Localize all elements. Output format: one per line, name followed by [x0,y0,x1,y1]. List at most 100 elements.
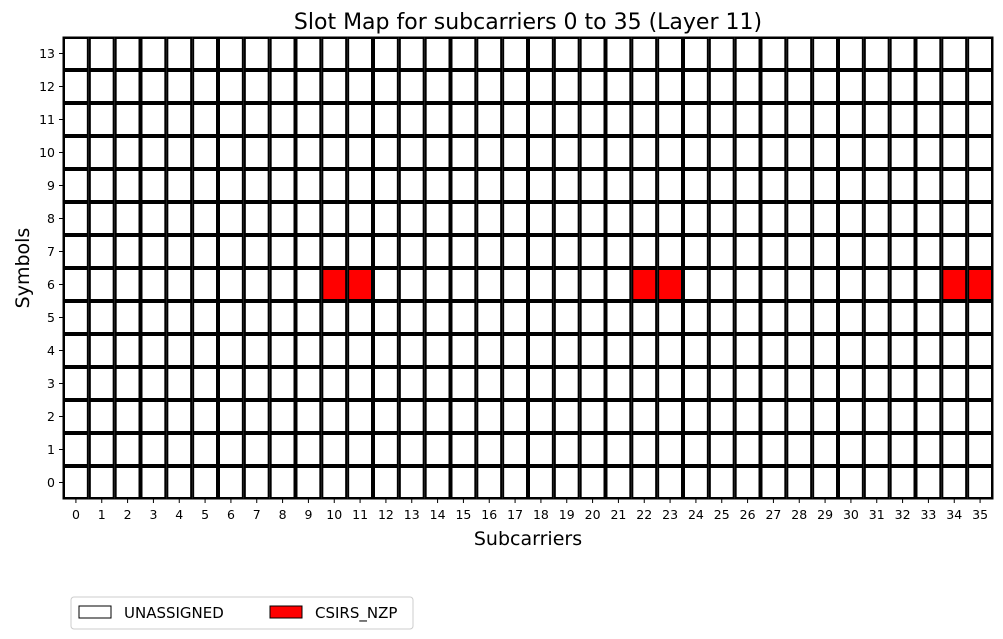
cell-sc11-sym6 [347,268,374,301]
cell-sc25-sym11 [708,103,735,136]
cell-sc11-sym3 [347,367,374,400]
x-tick-label-4: 4 [175,507,183,522]
cell-sc4-sym7 [166,235,193,268]
x-tick-label-27: 27 [765,507,781,522]
cell-sc17-sym9 [502,169,529,202]
cell-sc27-sym8 [760,202,787,235]
cell-sc26-sym13 [734,37,761,70]
cell-sc18-sym9 [528,169,554,202]
cell-sc14-sym5 [424,301,451,334]
cell-sc32-sym4 [889,334,916,367]
cell-sc31-sym10 [863,136,890,169]
cell-sc19-sym11 [553,103,580,136]
cell-sc21-sym7 [605,235,632,268]
cell-sc30-sym12 [838,70,864,103]
cell-sc17-sym4 [502,334,529,367]
cell-sc18-sym13 [528,37,554,70]
cell-sc3-sym13 [140,37,167,70]
cell-sc30-sym13 [838,37,864,70]
cell-sc16-sym6 [476,268,503,301]
cell-sc11-sym10 [347,136,374,169]
cell-sc1-sym0 [88,466,115,499]
cell-sc1-sym8 [88,202,115,235]
cell-sc21-sym10 [605,136,632,169]
cell-sc24-sym3 [683,367,709,400]
cell-sc1-sym13 [88,37,115,70]
x-tick-label-32: 32 [895,507,911,522]
cell-sc30-sym9 [838,169,864,202]
cell-sc10-sym4 [321,334,348,367]
cell-sc20-sym9 [579,169,606,202]
cell-sc12-sym5 [373,301,399,334]
cell-sc20-sym12 [579,70,606,103]
cell-sc21-sym6 [605,268,632,301]
cell-sc15-sym7 [450,235,477,268]
cell-sc18-sym12 [528,70,554,103]
cell-sc7-sym8 [243,202,270,235]
cell-sc33-sym6 [915,268,942,301]
cell-sc4-sym6 [166,268,193,301]
cell-sc15-sym9 [450,169,477,202]
cell-sc4-sym4 [166,334,193,367]
x-tick-label-14: 14 [430,507,446,522]
cell-sc28-sym11 [786,103,813,136]
cell-sc2-sym1 [114,433,141,466]
cell-sc12-sym10 [373,136,399,169]
cell-sc11-sym4 [347,334,374,367]
cell-sc32-sym0 [889,466,916,499]
x-tick-label-17: 17 [507,507,523,522]
y-tick-label-4: 4 [47,343,55,358]
cell-sc25-sym9 [708,169,735,202]
cell-sc35-sym2 [967,400,993,433]
cell-sc11-sym11 [347,103,374,136]
cell-sc22-sym1 [631,433,658,466]
cell-sc35-sym6 [967,268,993,301]
cell-sc15-sym2 [450,400,477,433]
cell-sc11-sym5 [347,301,374,334]
cell-sc32-sym2 [889,400,916,433]
cell-sc16-sym2 [476,400,503,433]
cell-sc22-sym11 [631,103,658,136]
cell-sc28-sym4 [786,334,813,367]
cell-sc5-sym12 [192,70,218,103]
cell-sc23-sym8 [657,202,683,235]
cell-sc19-sym2 [553,400,580,433]
cell-sc33-sym0 [915,466,942,499]
x-tick-label-24: 24 [688,507,704,522]
cell-sc20-sym10 [579,136,606,169]
cell-sc28-sym3 [786,367,813,400]
cell-sc9-sym11 [295,103,322,136]
cell-sc8-sym3 [269,367,296,400]
cell-sc35-sym5 [967,301,993,334]
cell-sc6-sym10 [218,136,244,169]
cell-sc0-sym12 [63,70,89,103]
cell-sc16-sym8 [476,202,503,235]
cell-sc30-sym5 [838,301,864,334]
cell-sc6-sym12 [218,70,244,103]
cell-sc6-sym4 [218,334,244,367]
cell-sc27-sym7 [760,235,787,268]
cell-sc15-sym11 [450,103,477,136]
cell-sc30-sym10 [838,136,864,169]
cell-sc24-sym7 [683,235,709,268]
cell-sc12-sym13 [373,37,399,70]
cell-sc8-sym5 [269,301,296,334]
cell-sc9-sym9 [295,169,322,202]
cell-sc34-sym11 [941,103,968,136]
cell-sc1-sym12 [88,70,115,103]
cell-sc13-sym3 [398,367,425,400]
y-tick-label-7: 7 [47,244,55,259]
cell-sc27-sym1 [760,433,787,466]
cell-sc19-sym6 [553,268,580,301]
x-tick-label-5: 5 [201,507,209,522]
cell-sc7-sym2 [243,400,270,433]
cell-sc26-sym2 [734,400,761,433]
x-tick-label-15: 15 [455,507,471,522]
cell-sc25-sym2 [708,400,735,433]
cell-sc23-sym13 [657,37,683,70]
cell-sc25-sym7 [708,235,735,268]
x-tick-label-3: 3 [149,507,157,522]
y-tick-label-12: 12 [39,79,55,94]
x-tick-label-19: 19 [559,507,575,522]
cell-sc10-sym1 [321,433,348,466]
